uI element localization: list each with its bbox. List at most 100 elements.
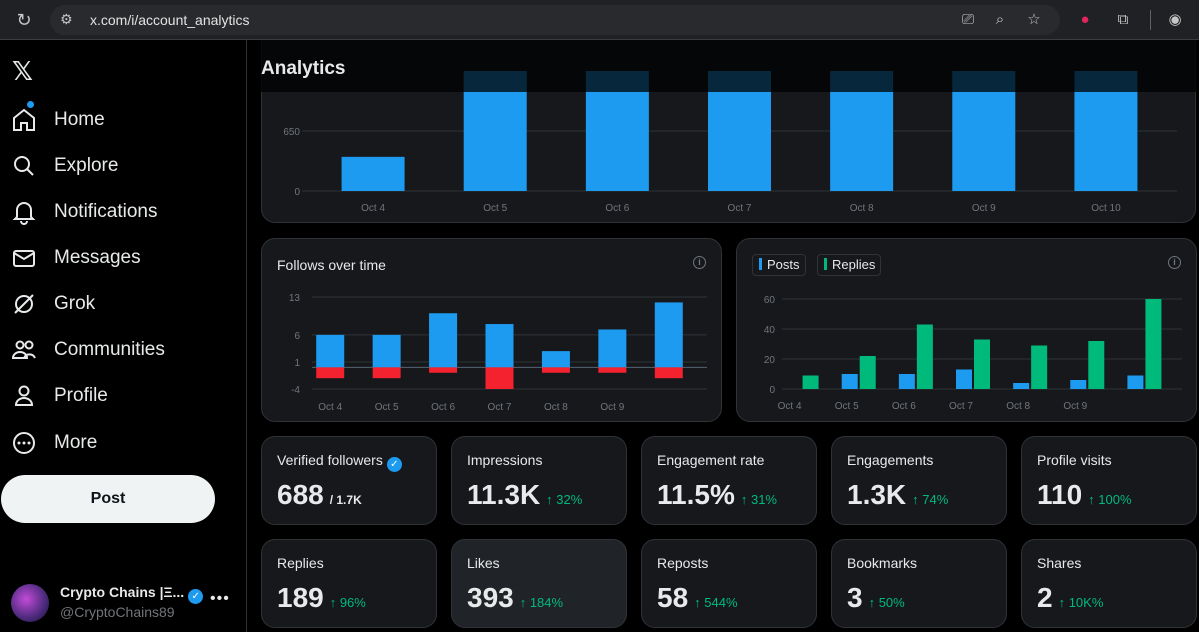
bar-unfollows (429, 367, 458, 373)
extension-icon[interactable]: ● (1080, 11, 1090, 28)
legend-posts[interactable]: Posts (752, 254, 806, 276)
x-tick-label: Oct 9 (1063, 401, 1087, 412)
sidebar-item-notifications[interactable]: Notifications (0, 190, 240, 234)
bar-follows (654, 302, 683, 368)
more-icon[interactable]: ••• (210, 590, 230, 607)
bar-posts (898, 374, 915, 389)
sidebar-item-label: Profile (54, 385, 108, 406)
stat-card-replies[interactable]: Replies 189 ↑ 96% (261, 539, 437, 628)
y-tick-label: 13 (289, 293, 301, 304)
stat-change: ↑ 10K% (1058, 595, 1104, 610)
stat-card-bookmarks[interactable]: Bookmarks 3 ↑ 50% (831, 539, 1007, 628)
bar-unfollows (372, 367, 401, 379)
x-tick-label: Oct 7 (488, 402, 512, 413)
address-bar[interactable]: ⚙ x.com/i/account_analytics ⎚ ⌕ ☆ (50, 5, 1060, 35)
browser-toolbar: ↻ ⚙ x.com/i/account_analytics ⎚ ⌕ ☆ ● ⧉ … (0, 0, 1199, 40)
y-tick-label: 650 (283, 127, 300, 138)
bar (341, 156, 405, 191)
x-tick-label: Oct 5 (375, 402, 399, 413)
y-tick-label: 0 (769, 385, 775, 396)
legend-replies[interactable]: Replies (817, 254, 882, 276)
stat-card-reposts[interactable]: Reposts 58 ↑ 544% (641, 539, 817, 628)
page-title: Analytics (261, 58, 346, 79)
bar-follows (485, 324, 514, 368)
stat-card-engagements[interactable]: Engagements 1.3K ↑ 74% (831, 436, 1007, 525)
stat-label: Engagement rate (657, 452, 765, 468)
x-tick-label: Oct 10 (1091, 203, 1121, 214)
info-icon[interactable]: i (1168, 256, 1181, 269)
stat-label: Shares (1037, 555, 1082, 571)
stat-card-likes[interactable]: Likes 393 ↑ 184% (451, 539, 627, 628)
chart-title: Follows over time (277, 257, 386, 273)
stat-value: 110 ↑ 100% (1037, 479, 1132, 510)
bar-posts (1127, 375, 1144, 389)
stat-value: 688/ 1.7K (277, 479, 362, 510)
sidebar-item-profile[interactable]: Profile (0, 374, 240, 418)
home-icon (13, 108, 35, 131)
sidebar-item-communities[interactable]: Communities (0, 328, 240, 372)
bar-follows (541, 351, 570, 368)
sidebar-item-label: More (54, 432, 98, 453)
sidebar-item-grok[interactable]: Grok (0, 282, 240, 326)
stat-label: Engagements (847, 452, 934, 468)
sidebar-item-more[interactable]: More (0, 421, 240, 465)
bar-posts (841, 374, 858, 389)
extensions-puzzle-icon[interactable]: ⧉ (1117, 11, 1129, 28)
stat-card-profile-visits[interactable]: Profile visits 110 ↑ 100% (1021, 436, 1197, 525)
stat-change: ↑ 31% (740, 492, 777, 507)
x-tick-label: Oct 5 (835, 401, 859, 412)
stat-value: 2 ↑ 10K% (1037, 582, 1104, 613)
sidebar-item-label: Communities (54, 339, 165, 360)
bar-replies (1088, 341, 1105, 389)
zoom-icon[interactable]: ⌕ (995, 11, 1005, 28)
bar-posts (956, 369, 972, 389)
profile-icon[interactable]: ◉ (1168, 11, 1182, 28)
post-button[interactable]: Post (1, 475, 215, 523)
stat-change: ↑ 32% (546, 492, 583, 507)
x-tick-label: Oct 9 (972, 203, 996, 214)
y-tick-label: 60 (764, 295, 776, 306)
stat-card-verified-followers[interactable]: Verified followers ✓ 688/ 1.7K (261, 436, 437, 525)
search-icon (14, 156, 34, 176)
bar-follows (372, 334, 401, 368)
sidebar-item-label: Explore (54, 155, 119, 176)
bar-unfollows (654, 367, 683, 379)
stat-label: Impressions (467, 452, 543, 468)
bar-posts (1013, 383, 1030, 389)
sidebar-item-messages[interactable]: Messages (0, 236, 240, 280)
legend-label: Posts (767, 257, 800, 272)
sidebar: 𝕏 Home Explore Notifications Messages Gr… (0, 40, 247, 632)
install-app-icon[interactable]: ⎚ (961, 11, 974, 28)
stat-card-engagement-rate[interactable]: Engagement rate 11.5% ↑ 31% (641, 436, 817, 525)
stat-change: ↑ 100% (1088, 492, 1132, 507)
bar-unfollows (485, 367, 514, 389)
sidebar-item-home[interactable]: Home (0, 98, 240, 142)
x-tick-label: Oct 8 (1006, 401, 1030, 412)
bookmark-star-icon[interactable]: ☆ (1027, 11, 1041, 28)
legend-label: Replies (832, 257, 876, 272)
x-tick-label: Oct 7 (728, 203, 752, 214)
y-tick-label: 20 (764, 355, 776, 366)
notification-dot (27, 101, 34, 108)
y-tick-label: -4 (291, 385, 300, 396)
account-switcher[interactable]: Crypto Chains |Ξ... ✓ @CryptoChains89 ••• (0, 576, 240, 632)
x-tick-label: Oct 5 (483, 203, 507, 214)
bar-replies (802, 375, 819, 389)
url-text[interactable]: x.com/i/account_analytics (90, 12, 250, 28)
stat-value: 393 ↑ 184% (467, 582, 564, 613)
stat-change: ↑ 96% (329, 595, 366, 610)
follows-chart-card: Follows over time i 13 6 1 -4 Oct 4 Oct 5 Oct … (261, 238, 722, 422)
legend-swatch (824, 258, 827, 270)
x-logo-icon[interactable]: 𝕏 (12, 56, 33, 86)
site-settings-icon[interactable]: ⚙ (60, 11, 73, 27)
follows-chart: 13 6 1 -4 Oct 4 Oct 5 Oct 6 Oct 7 Oct 8 Oct 9 (289, 293, 707, 413)
stat-change: ↑ 50% (868, 595, 905, 610)
info-icon[interactable]: i (693, 256, 706, 269)
y-tick-label: 0 (294, 187, 300, 198)
stat-label: Bookmarks (847, 555, 918, 571)
sidebar-item-explore[interactable]: Explore (0, 144, 240, 188)
reload-icon[interactable]: ↻ (16, 10, 32, 30)
stat-card-shares[interactable]: Shares 2 ↑ 10K% (1021, 539, 1197, 628)
stat-card-impressions[interactable]: Impressions 11.3K ↑ 32% (451, 436, 627, 525)
bar-replies (916, 324, 933, 389)
